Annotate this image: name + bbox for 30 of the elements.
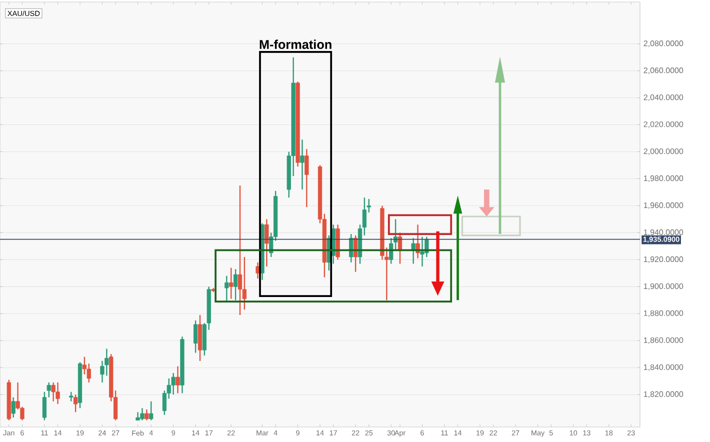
y-tick-label: 1,980.0000: [644, 175, 684, 182]
candlestick: [416, 224, 420, 259]
candlestick: [304, 148, 309, 208]
candlestick: [69, 391, 74, 402]
y-tick-label: 2,080.0000: [644, 40, 684, 48]
candlestick: [74, 394, 78, 413]
y-tick-label: 2,040.0000: [644, 94, 684, 102]
candlestick: [349, 233, 354, 263]
y-tick-label: 1,880.0000: [644, 310, 684, 317]
candlestick: [46, 382, 51, 398]
candlestick: [42, 391, 47, 421]
candlestick: [149, 400, 154, 421]
y-tick-label: 1,940.0000: [644, 229, 684, 236]
y-tick-label: 1,820.0000: [644, 391, 684, 398]
y-tick-label: 2,000.0000: [644, 148, 684, 156]
candlestick: [362, 197, 367, 236]
candlestick: [11, 396, 16, 418]
annotation: M-formation: [260, 40, 332, 49]
y-tick-label: 1,840.0000: [644, 364, 684, 371]
y-tick-label: 1,960.0000: [644, 202, 684, 210]
y-tick-label: 1,920.0000: [644, 256, 684, 263]
y-tick-label: 2,060.0000: [644, 68, 684, 74]
candlestick: [411, 238, 416, 264]
candlestick: [300, 139, 304, 190]
candlestick: [264, 218, 269, 268]
y-tick-label: 1,900.0000: [644, 283, 684, 290]
candlestick: [144, 408, 149, 421]
y-tick-label: 1,860.0000: [644, 337, 684, 344]
y-tick-label: 2,020.0000: [644, 121, 684, 128]
candlestick: [82, 356, 87, 375]
